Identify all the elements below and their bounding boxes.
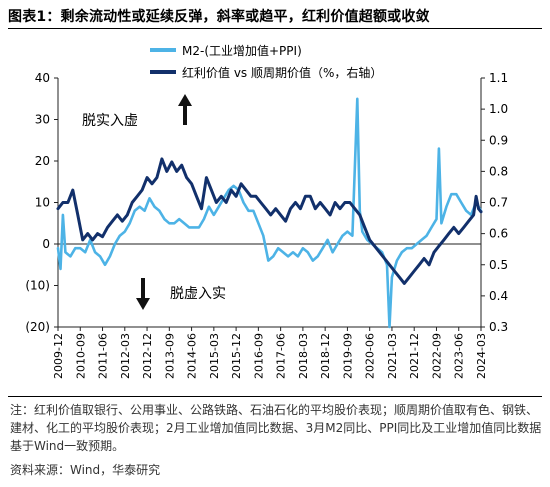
x-tick-label: 2015-12 bbox=[230, 333, 243, 379]
x-tick-label: 2012-03 bbox=[119, 333, 132, 379]
left-tick-label: 10 bbox=[35, 196, 50, 210]
right-tick-label: 0.9 bbox=[489, 133, 508, 147]
x-tick-label: 2011-06 bbox=[97, 333, 110, 379]
left-tick-label: 20 bbox=[35, 154, 50, 168]
left-tick-label: 30 bbox=[35, 113, 50, 127]
x-tick-label: 2017-06 bbox=[275, 333, 288, 379]
figure-source: 资料来源：Wind，华泰研究 bbox=[10, 463, 161, 477]
chart: (20) (10) 0 10 20 30 40 0.3 0.4 0.5 0.6 0.7 0.8 0.9 1.… bbox=[0, 30, 550, 396]
x-tick-label: 2019-09 bbox=[341, 333, 354, 379]
title-divider bbox=[8, 28, 542, 29]
down-arrow-head bbox=[136, 298, 150, 310]
right-tick-label: 1.1 bbox=[489, 71, 508, 85]
chart-axes: (20) (10) 0 10 20 30 40 0.3 0.4 0.5 0.6 0.7 0.8 0.9 1.… bbox=[25, 71, 508, 379]
x-tick-label: 2015-03 bbox=[208, 333, 221, 379]
x-tick-label: 2022-09 bbox=[430, 333, 443, 379]
x-tick-label: 2020-06 bbox=[364, 333, 377, 379]
right-tick-label: 0.3 bbox=[489, 320, 508, 334]
annotation-up-label: 脱实入虚 bbox=[82, 113, 138, 129]
chart-legend: M2-(工业增加值+PPI) 红利价值 vs 顺周期价值（%，右轴） bbox=[150, 43, 382, 80]
x-tick-label: 2021-03 bbox=[386, 333, 399, 379]
right-tick-label: 0.6 bbox=[489, 227, 508, 241]
right-tick-label: 0.4 bbox=[489, 289, 508, 303]
right-tick-label: 0.5 bbox=[489, 258, 508, 272]
left-tick-label: 0 bbox=[42, 237, 50, 251]
right-tick-label: 0.7 bbox=[489, 196, 508, 210]
left-tick-label: (20) bbox=[25, 320, 50, 334]
x-tick-label: 2012-12 bbox=[141, 333, 154, 379]
series-line-dividend bbox=[56, 157, 483, 285]
left-tick-label: 40 bbox=[35, 71, 50, 85]
x-tick-label: 2010-09 bbox=[74, 333, 87, 379]
figure-notes: 注：红利价值取银行、公用事业、公路铁路、石油石化的平均股价表现；顺周期价值取有色… bbox=[10, 403, 542, 453]
series-line-m2 bbox=[56, 97, 483, 329]
x-tick-label: 2024-03 bbox=[475, 333, 488, 379]
figure-title: 图表1：剩余流动性或延续反弹，斜率或趋平，红利价值超额或收敛 bbox=[8, 9, 430, 25]
right-tick-label: 0.8 bbox=[489, 164, 508, 178]
up-arrow-head bbox=[178, 94, 192, 106]
legend-label-m2: M2-(工业增加值+PPI) bbox=[182, 43, 302, 58]
chart-background bbox=[0, 30, 550, 396]
legend-label-dividend: 红利价值 vs 顺周期价值（%，右轴） bbox=[182, 65, 382, 80]
x-tick-label: 2023-06 bbox=[453, 333, 466, 379]
x-tick-label: 2018-03 bbox=[297, 333, 310, 379]
notes-divider bbox=[8, 396, 542, 397]
right-tick-label: 1.0 bbox=[489, 102, 508, 116]
x-tick-label: 2016-09 bbox=[252, 333, 265, 379]
x-tick-label: 2014-06 bbox=[186, 333, 199, 379]
x-tick-label: 2009-12 bbox=[52, 333, 65, 379]
x-tick-label: 2013-09 bbox=[163, 333, 176, 379]
annotation-down-label: 脱虚入实 bbox=[170, 286, 226, 302]
x-tick-label: 2018-12 bbox=[319, 333, 332, 379]
left-tick-label: (10) bbox=[25, 279, 50, 293]
plot-lines bbox=[56, 97, 483, 329]
x-tick-label: 2021-12 bbox=[408, 333, 421, 379]
